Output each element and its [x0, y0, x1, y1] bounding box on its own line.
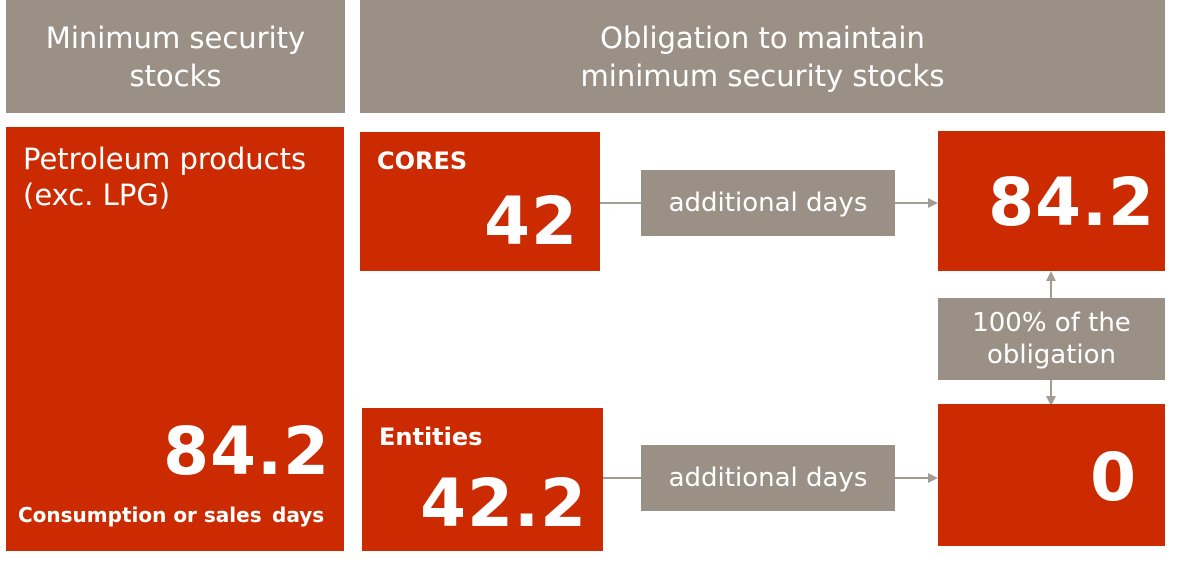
entities-result-value: 0	[1090, 439, 1137, 516]
header-left-line1: Minimum security	[45, 20, 306, 55]
cores-additional-days-label: additional days	[641, 170, 895, 236]
petroleum-products-title: Petroleum products (exc. LPG)	[23, 141, 306, 213]
header-right-line1: Obligation to maintain	[600, 20, 925, 55]
product-unit-label: days	[272, 503, 325, 527]
cores-value: 42	[484, 183, 578, 260]
product-days-value: 84.2	[163, 413, 330, 490]
entities-value: 42.2	[420, 465, 587, 542]
product-title-line2: (exc. LPG)	[23, 178, 171, 212]
obligation-line2: obligation	[986, 340, 1117, 370]
obligation-line1: 100% of the	[972, 308, 1131, 338]
product-basis-label: Consumption or sales	[18, 503, 262, 527]
header-left-line2: stocks	[129, 58, 222, 93]
product-title-line1: Petroleum products	[23, 142, 307, 176]
header-minimum-security-stocks: Minimum security stocks	[6, 0, 345, 113]
entities-result-box: 0	[938, 404, 1165, 546]
obligation-box: 100% of the obligation	[938, 298, 1165, 380]
cores-result-box: 84.2	[938, 131, 1165, 271]
header-obligation: Obligation to maintain minimum security …	[360, 0, 1165, 113]
cores-label: CORES	[377, 147, 468, 175]
entities-additional-days-label: additional days	[641, 445, 895, 511]
cores-result-value: 84.2	[988, 164, 1155, 241]
entities-box: Entities 42.2	[362, 408, 603, 551]
cores-box: CORES 42	[360, 132, 600, 271]
petroleum-products-box: Petroleum products (exc. LPG) 84.2 Consu…	[6, 127, 344, 551]
entities-label: Entities	[379, 423, 483, 451]
header-right-line2: minimum security stocks	[580, 58, 945, 93]
